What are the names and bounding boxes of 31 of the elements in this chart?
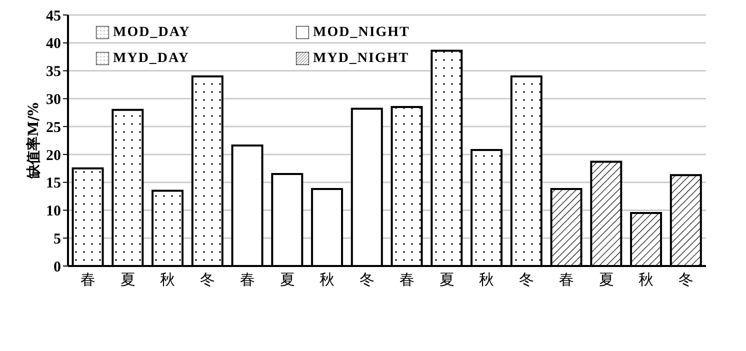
y-tick-label: 30 bbox=[46, 92, 61, 108]
legend-label: MOD_NIGHT bbox=[313, 25, 410, 40]
x-tick-label: 秋 bbox=[638, 270, 654, 289]
y-tick-label: 35 bbox=[46, 64, 61, 80]
y-tick-label: 25 bbox=[46, 120, 61, 136]
x-tick-label: 夏 bbox=[120, 270, 136, 289]
y-tick-label: 0 bbox=[54, 259, 61, 276]
x-tick-label: 冬 bbox=[200, 270, 216, 289]
x-tick-label: 春 bbox=[399, 270, 414, 289]
x-tick-label: 春 bbox=[240, 270, 255, 289]
x-tick-label: 冬 bbox=[678, 270, 694, 289]
x-tick-label: 秋 bbox=[160, 270, 176, 289]
x-tick-label: 夏 bbox=[280, 270, 295, 289]
y-tick-label: 10 bbox=[46, 204, 61, 220]
y-axis-title: 缺值率M/% bbox=[25, 102, 42, 180]
x-tick-label: 春 bbox=[558, 270, 574, 289]
x-tick-label: 夏 bbox=[598, 270, 614, 289]
x-tick-label: 春 bbox=[80, 270, 96, 289]
x-tick-label: 冬 bbox=[519, 270, 534, 289]
legend-label: MYD_DAY bbox=[113, 51, 190, 66]
y-tick-label: 45 bbox=[46, 8, 61, 24]
legend-label: MYD_NIGHT bbox=[313, 51, 410, 66]
x-tick-label: 秋 bbox=[479, 270, 494, 289]
y-tick-label: 15 bbox=[46, 176, 61, 192]
x-tick-label: 夏 bbox=[439, 270, 454, 289]
y-tick-label: 5 bbox=[54, 231, 61, 248]
x-tick-label: 秋 bbox=[320, 270, 335, 289]
y-tick-label: 20 bbox=[46, 148, 61, 164]
y-tick-label: 40 bbox=[46, 36, 61, 52]
x-tick-label: 冬 bbox=[360, 270, 375, 289]
legend-label: MOD_DAY bbox=[113, 25, 190, 40]
